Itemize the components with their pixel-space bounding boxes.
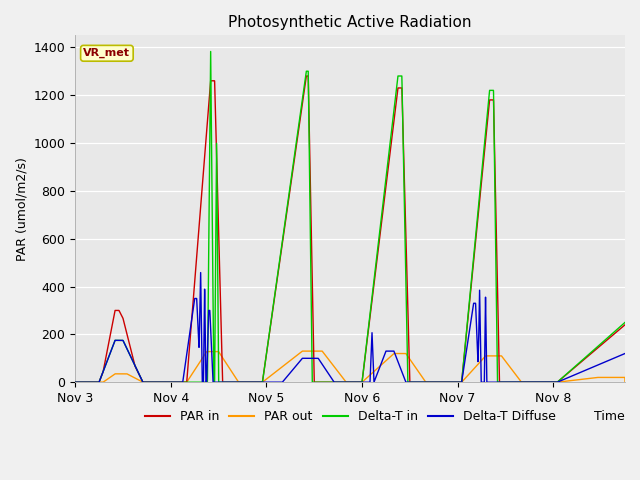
PAR out: [171, 379, 179, 385]
PAR out: [482, 353, 490, 359]
Text: VR_met: VR_met: [83, 48, 131, 59]
X-axis label: Time: Time: [595, 410, 625, 423]
PAR in: [482, 138, 490, 144]
Delta-T in: [524, 379, 531, 385]
Delta-T Diffuse: [482, 294, 490, 300]
PAR out: [621, 379, 629, 385]
Delta-T Diffuse: [524, 379, 531, 385]
PAR in: [401, 201, 409, 207]
Title: Photosynthetic Active Radiation: Photosynthetic Active Radiation: [228, 15, 472, 30]
PAR in: [524, 379, 531, 385]
PAR in: [621, 322, 629, 328]
Delta-T in: [282, 216, 289, 222]
PAR out: [429, 379, 436, 385]
Delta-T Diffuse: [401, 377, 409, 383]
Line: Delta-T in: Delta-T in: [75, 51, 625, 382]
Line: Delta-T Diffuse: Delta-T Diffuse: [75, 273, 625, 382]
Delta-T Diffuse: [197, 270, 205, 276]
Delta-T in: [401, 234, 409, 240]
Delta-T Diffuse: [282, 376, 289, 382]
PAR out: [524, 379, 531, 385]
Line: PAR out: PAR out: [75, 351, 625, 382]
Line: PAR in: PAR in: [75, 76, 625, 382]
Legend: PAR in, PAR out, Delta-T in, Delta-T Diffuse: PAR in, PAR out, Delta-T in, Delta-T Dif…: [140, 405, 561, 428]
PAR in: [171, 379, 179, 385]
PAR in: [303, 73, 310, 79]
Delta-T in: [429, 379, 436, 385]
PAR in: [71, 379, 79, 385]
Delta-T in: [207, 48, 214, 54]
Delta-T Diffuse: [429, 379, 436, 385]
Delta-T Diffuse: [71, 379, 79, 385]
PAR out: [282, 361, 289, 367]
PAR out: [298, 348, 306, 354]
Delta-T in: [621, 320, 629, 325]
PAR out: [401, 350, 409, 356]
Y-axis label: PAR (umol/m2/s): PAR (umol/m2/s): [15, 157, 28, 261]
Delta-T in: [71, 379, 79, 385]
PAR in: [429, 379, 436, 385]
Delta-T Diffuse: [621, 350, 629, 356]
Delta-T in: [482, 129, 490, 135]
Delta-T Diffuse: [171, 379, 179, 385]
Delta-T in: [171, 379, 179, 385]
PAR out: [71, 379, 79, 385]
PAR in: [282, 220, 289, 226]
